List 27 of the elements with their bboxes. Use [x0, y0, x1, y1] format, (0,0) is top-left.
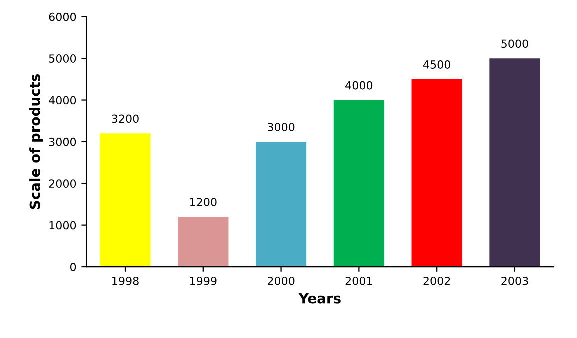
- x-tick-label: 2002: [424, 276, 450, 286]
- bar: [178, 216, 229, 268]
- x-tick-label: 1998: [112, 276, 139, 286]
- bar: [100, 134, 151, 268]
- x-tick-label: 1999: [190, 276, 217, 286]
- data-label: 1200: [190, 198, 217, 207]
- y-tick-label: 5000: [49, 54, 76, 63]
- y-tick-label: 2000: [49, 180, 76, 188]
- y-axis-title: Scale of products: [30, 74, 43, 210]
- y-tick-label: 0: [70, 262, 76, 272]
- x-tick-label: 2000: [268, 276, 295, 286]
- y-tick-label: 6000: [49, 12, 76, 22]
- data-label: 3000: [268, 123, 295, 132]
- y-tick-label: 1000: [50, 221, 76, 230]
- data-label: 4000: [346, 81, 373, 90]
- bar: [256, 142, 307, 268]
- y-tick-label: 4000: [49, 96, 76, 105]
- y-tick-label: 3000: [49, 138, 76, 146]
- bar: [490, 58, 540, 268]
- data-label: 3200: [112, 114, 139, 124]
- x-tick-label: 2003: [502, 276, 528, 286]
- data-label: 4500: [423, 60, 450, 69]
- data-label: 5000: [502, 40, 528, 48]
- bar: [334, 100, 384, 268]
- x-tick-label: 2001: [346, 276, 372, 286]
- x-axis-title: Years: [298, 293, 341, 304]
- bar: [412, 79, 462, 268]
